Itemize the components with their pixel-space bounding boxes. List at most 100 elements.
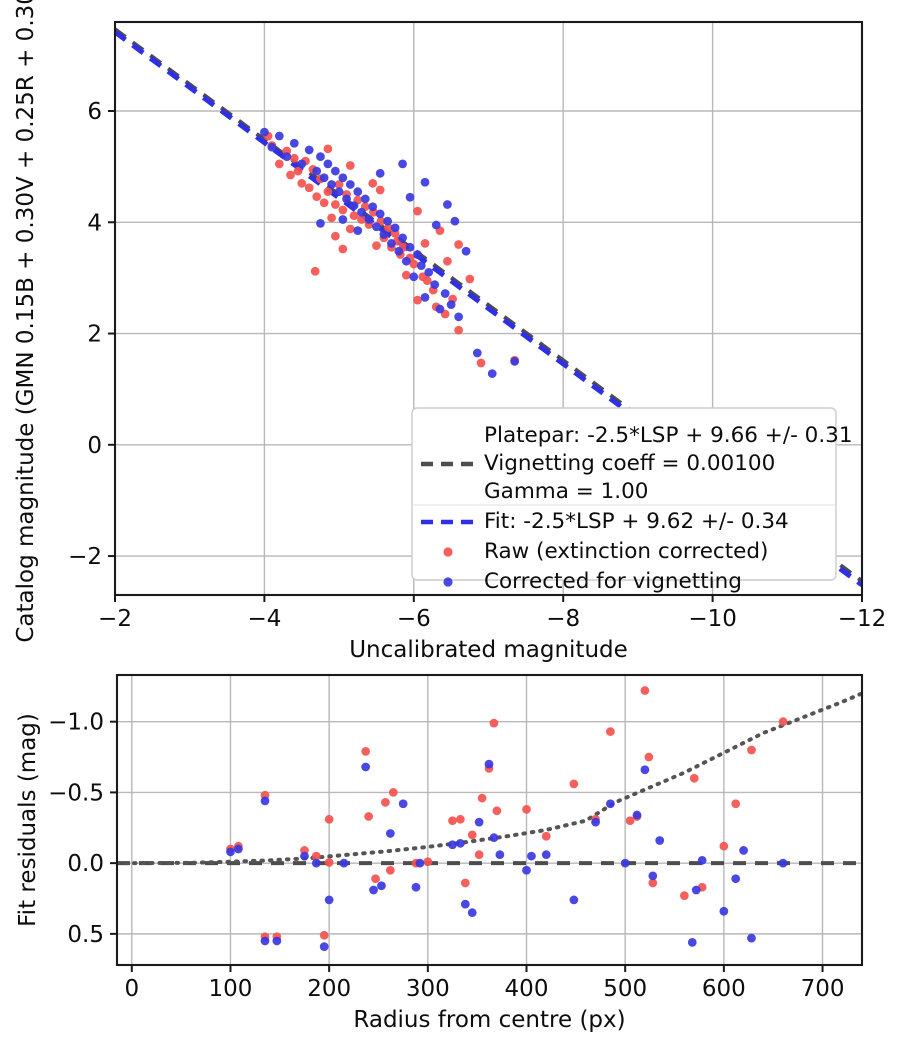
data-point: [440, 289, 450, 298]
data-point: [338, 244, 348, 254]
data-point: [569, 779, 579, 789]
ytick-label-4: 6: [87, 99, 102, 125]
data-point: [454, 325, 463, 335]
x-axis-label: Uncalibrated magnitude: [349, 637, 628, 663]
data-point: [342, 194, 351, 204]
data-point: [324, 895, 334, 905]
data-point: [454, 240, 463, 249]
data-point: [411, 882, 421, 892]
data-point: [448, 840, 457, 850]
data-point: [282, 152, 292, 162]
data-point: [697, 855, 707, 865]
data-point: [357, 215, 366, 224]
tick-group: −2 −4 −6 −8 −10 −12 −2 0 2 4 6: [68, 99, 886, 632]
data-point: [364, 812, 373, 821]
data-point: [312, 166, 322, 176]
xtick-label-7: 700: [801, 976, 845, 1002]
data-point: [387, 239, 396, 248]
series-raw-extinction-corrected-: [226, 686, 788, 942]
data-point: [274, 159, 284, 169]
data-point: [413, 250, 422, 259]
data-point: [431, 220, 441, 230]
legend-label: Fit: -2.5*LSP + 9.62 +/- 0.34: [484, 509, 789, 534]
data-point: [330, 231, 340, 241]
axes-frame: [115, 673, 864, 967]
data-point: [477, 793, 487, 803]
data-point: [450, 216, 460, 226]
xtick-label-3: −8: [546, 606, 580, 632]
data-point: [739, 846, 748, 855]
data-point: [691, 885, 701, 895]
data-point: [474, 817, 484, 827]
data-point: [274, 131, 284, 141]
axes-photometric-calibration: −2 −4 −6 −8 −10 −12 −2 0 2 4 6 Uncalibrated magnitu…: [13, 0, 886, 663]
ytick-label-3: 4: [87, 210, 102, 236]
data-point: [375, 185, 385, 195]
data-point: [409, 272, 419, 282]
data-point: [304, 145, 314, 155]
data-point: [353, 226, 363, 235]
data-point: [460, 899, 470, 909]
ytick-label-0: 0.5: [67, 922, 104, 948]
xtick-label-4: −10: [688, 606, 737, 632]
data-point: [304, 183, 314, 193]
data-point: [719, 841, 729, 851]
data-point: [300, 851, 309, 861]
data-point: [413, 295, 422, 305]
data-point: [345, 180, 355, 189]
data-point: [316, 219, 325, 228]
data-point: [339, 858, 349, 868]
data-point: [687, 937, 697, 947]
data-point: [460, 878, 470, 888]
data-point: [423, 857, 433, 867]
data-point: [474, 850, 484, 860]
data-point: [435, 304, 445, 314]
ytick-label-0: −2: [68, 544, 102, 570]
data-point: [338, 205, 348, 215]
data-point: [472, 348, 482, 358]
data-point: [379, 230, 389, 239]
data-point: [272, 936, 282, 946]
data-point: [418, 272, 428, 282]
data-point: [324, 814, 334, 824]
data-point: [327, 213, 337, 223]
data-point: [625, 816, 635, 826]
data-point: [398, 159, 407, 169]
ytick-label-1: 0: [87, 433, 102, 459]
data-point: [297, 159, 307, 169]
data-point: [361, 762, 371, 772]
legend-label: Vignetting coeff = 0.00100: [484, 451, 775, 476]
legend-label: Platepar: -2.5*LSP + 9.66 +/- 0.31: [484, 423, 853, 448]
data-point: [319, 198, 329, 208]
series-corrected-for-vignetting: [226, 759, 788, 951]
data-point: [377, 881, 386, 891]
data-point: [495, 850, 505, 860]
data-point: [454, 312, 463, 322]
data-point: [375, 209, 385, 219]
data-point: [330, 200, 340, 209]
data-point: [334, 187, 344, 197]
y-axis-label: Fit residuals (mag): [15, 713, 41, 927]
data-point: [349, 201, 359, 210]
data-point: [443, 256, 452, 266]
xtick-label-5: 500: [603, 976, 647, 1002]
data-point: [311, 851, 321, 861]
data-point: [632, 810, 642, 820]
data-point: [416, 261, 426, 271]
data-point: [747, 933, 756, 943]
data-point: [319, 942, 329, 951]
data-point: [334, 180, 344, 189]
data-point: [680, 891, 689, 901]
gridlines: [117, 675, 862, 965]
xtick-label-1: −4: [247, 606, 281, 632]
xtick-label-6: 600: [702, 976, 746, 1002]
data-point: [401, 256, 411, 266]
data-point: [368, 178, 378, 188]
data-point: [465, 274, 475, 284]
data-point: [644, 752, 654, 762]
data-point: [640, 765, 650, 775]
data-point: [371, 874, 380, 884]
data-point: [289, 153, 299, 163]
data-point: [360, 194, 370, 204]
data-point: [446, 300, 456, 309]
